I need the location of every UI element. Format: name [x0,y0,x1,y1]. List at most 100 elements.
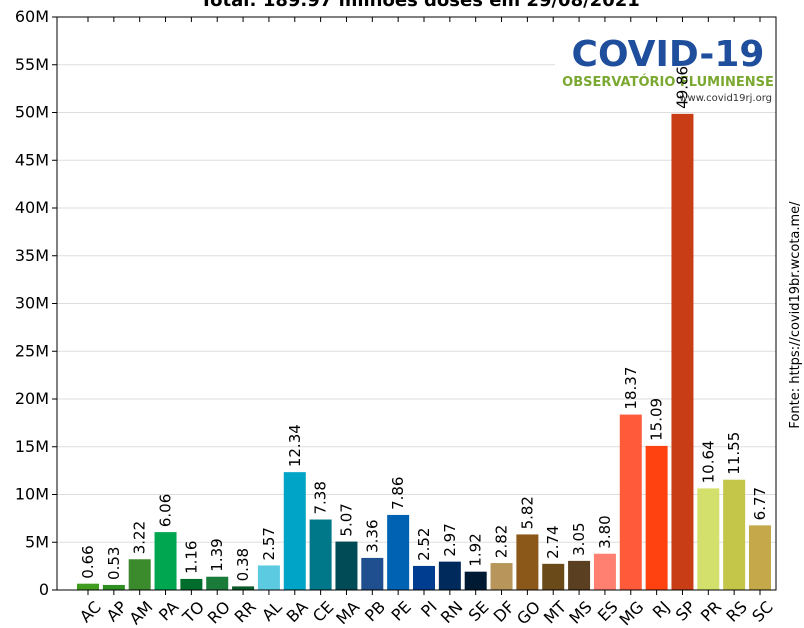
bar [257,565,280,590]
bar [438,561,461,590]
bar [309,519,332,590]
value-label: 0.66 [79,545,97,578]
bar [283,472,306,590]
x-tick-label: PI [417,597,441,621]
x-tick-label: MA [332,597,363,628]
x-tick-label: SC [748,597,777,626]
value-label: 0.38 [234,548,252,581]
value-label: 5.07 [337,503,355,536]
x-tick-label: PB [361,597,389,625]
x-tick-label: RN [437,597,467,627]
value-label: 6.06 [157,494,175,527]
y-tick-label: 50M [15,103,49,122]
bar [77,583,99,590]
source: Fonte: https://covid19br.wcota.me/ [788,201,803,429]
value-label: 15.09 [648,398,666,441]
value-label: 2.74 [544,525,562,558]
x-tick-label: PR [697,597,725,625]
x-tick-label: DF [490,597,519,626]
bar [128,559,151,590]
x-tick-label: RO [204,597,234,627]
value-label: 1.16 [182,541,200,574]
y-tick-label: 20M [15,389,49,408]
y-tick-label: 0 [39,580,49,599]
x-tick-label: RJ [649,597,674,622]
x-tick-label: MG [616,597,648,628]
bar [542,563,565,590]
bar [516,534,539,590]
value-label: 18.37 [622,367,640,410]
value-label: 2.52 [415,528,433,561]
value-label: 6.77 [751,487,769,520]
bar [180,578,203,590]
value-label: 11.55 [725,432,743,475]
bar [232,586,255,590]
y-tick-label: 60M [15,7,49,26]
bar [749,525,771,590]
x-tick-label: AC [76,597,105,626]
logo-bg [555,28,777,110]
value-label: 7.86 [389,477,407,510]
bar [102,584,125,590]
x-tick-label: TO [178,597,208,627]
y-tick-label: 35M [15,246,49,265]
bar [697,488,720,590]
x-tick-label: CE [309,597,337,625]
bar [723,479,746,590]
x-tick-label: AP [103,597,131,625]
value-label: 10.64 [699,440,717,483]
x-tick-label: AM [126,597,157,628]
plot-frame [56,16,777,591]
x-tick-label: MS [565,597,595,627]
value-label: 5.82 [518,496,536,529]
bar [387,514,410,590]
bar [645,445,668,590]
value-label: 3.36 [363,520,381,553]
bar [671,113,694,590]
x-tick-label: AL [258,597,286,625]
bar [206,576,229,590]
y-tick-label: 45M [15,150,49,169]
logo-subtitle: OBSERVATÓRIO FLUMINENSE [562,74,774,90]
value-label: 2.82 [493,525,511,558]
y-tick-label: 40M [15,198,49,217]
value-label: 2.97 [441,523,459,556]
x-tick-label: RS [722,597,750,625]
bar [593,553,616,590]
y-tick-label: 55M [15,55,49,74]
bar [619,414,642,590]
y-tick-label: 25M [15,341,49,360]
y-tick-label: 15M [15,437,49,456]
y-tick-label: 5M [25,532,49,551]
bar [361,557,384,590]
value-label: 2.57 [260,527,278,560]
value-label: 1.92 [467,533,485,566]
x-tick-label: BA [283,597,312,626]
value-label: 3.80 [596,515,614,548]
value-label: 1.39 [208,538,226,571]
bar [490,563,513,590]
value-label: 3.22 [131,521,149,554]
value-label: 7.38 [312,481,330,514]
x-tick-label: MT [540,597,570,627]
bar [464,571,487,590]
bar [154,532,177,590]
y-tick-label: 30M [15,294,49,313]
logo-url: www.covid19rj.org [679,93,772,104]
x-tick-label: SE [465,597,493,625]
value-label: 12.34 [286,424,304,467]
value-label: 3.05 [570,522,588,555]
value-label: 0.53 [105,547,123,580]
x-tick-label: GO [513,597,544,628]
y-tick-label: 10M [15,485,49,504]
logo-name: COVID-19 [572,34,765,75]
value-label: 49.86 [673,66,691,109]
bar [568,560,591,590]
chart-title: Total: 189.97 milhões doses em 29/08/202… [200,0,640,11]
x-tick-label: PE [387,597,414,624]
bar [413,565,435,590]
x-tick-label: ES [594,597,622,625]
x-tick-label: RR [231,597,260,626]
